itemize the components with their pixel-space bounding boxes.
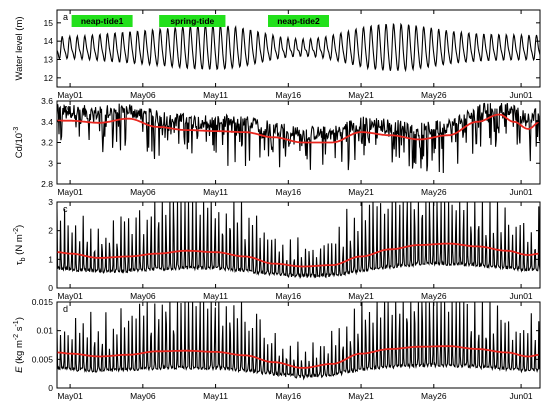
x-tick-label: May16 bbox=[276, 391, 302, 401]
data-line-black bbox=[57, 22, 540, 73]
x-tick-label: May26 bbox=[421, 187, 447, 197]
data-line-red bbox=[57, 113, 539, 144]
panel-d: 0 0.005 0.01 0.015 May01 May06 May11 May16 May21… bbox=[13, 297, 541, 401]
x-tick-label: May16 bbox=[276, 187, 302, 197]
x-tick-label: Jun01 bbox=[510, 291, 533, 301]
x-tick-label: May06 bbox=[130, 187, 156, 197]
x-tick-label: May06 bbox=[130, 90, 156, 100]
y-tick-label: 15 bbox=[44, 18, 54, 28]
axes-box bbox=[56, 201, 541, 289]
x-tick-label: May01 bbox=[57, 187, 83, 197]
panel-label: c bbox=[63, 204, 68, 214]
annotation-label: neap-tide2 bbox=[277, 16, 320, 26]
x-tick-label: Jun01 bbox=[510, 90, 533, 100]
data-line-black bbox=[57, 202, 540, 280]
y-tick-label: 3 bbox=[48, 158, 53, 168]
y-tick-label: 2 bbox=[48, 226, 53, 236]
x-tick-label: May06 bbox=[130, 291, 156, 301]
data-line-black bbox=[57, 302, 540, 381]
annotation-tag bbox=[71, 15, 133, 27]
panel-c: 0 1 2 3 May01 May06 May11 May16 May21 May26 Jun01 c… bbox=[13, 197, 541, 301]
x-tick-label: May16 bbox=[276, 291, 302, 301]
x-tick-label: May01 bbox=[57, 391, 83, 401]
y-tick-label: 3 bbox=[48, 197, 53, 207]
panel-b: 2.8 3 3.2 3.4 3.6 May01 May06 May11 May16 May21 Ma… bbox=[13, 96, 541, 197]
x-tick-label: May21 bbox=[348, 90, 374, 100]
x-tick-label: May01 bbox=[57, 90, 83, 100]
panel-label: a bbox=[63, 12, 68, 22]
x-tick-label: May11 bbox=[203, 90, 228, 100]
x-tick-label: May21 bbox=[348, 187, 374, 197]
x-tick-label: May21 bbox=[348, 391, 374, 401]
y-tick-label: 2.8 bbox=[41, 179, 53, 189]
y-tick-label: 0 bbox=[48, 383, 53, 393]
x-tick-label: May11 bbox=[203, 187, 228, 197]
axes-box bbox=[56, 9, 541, 88]
y-axis-label: Water level (m) bbox=[14, 16, 25, 80]
y-tick-label: 3.4 bbox=[41, 117, 53, 127]
annotation-tag bbox=[268, 15, 329, 27]
data-line-black bbox=[57, 102, 540, 174]
axes-box bbox=[56, 301, 541, 389]
y-tick-label: 13 bbox=[44, 55, 54, 65]
x-tick-label: Jun01 bbox=[510, 391, 533, 401]
series-group bbox=[57, 202, 540, 280]
panel-label: d bbox=[63, 304, 68, 314]
panel-label: b bbox=[63, 103, 68, 113]
panel-a: 12 13 14 15 May01 May06 May11 May16 May21 May26 Ju… bbox=[14, 9, 541, 100]
x-tick-label: May01 bbox=[57, 291, 83, 301]
y-tick-label: 0 bbox=[48, 283, 53, 293]
y-tick-label: 3.2 bbox=[41, 138, 53, 148]
y-tick-label: 3.6 bbox=[41, 96, 53, 106]
x-tick-label: May16 bbox=[276, 90, 302, 100]
y-tick-label: 14 bbox=[44, 36, 54, 46]
series-group bbox=[57, 102, 540, 174]
x-tick-label: May26 bbox=[421, 90, 447, 100]
y-axis-label: τb (N m-2) bbox=[13, 225, 27, 265]
y-tick-label: 12 bbox=[44, 73, 54, 83]
x-tick-label: May21 bbox=[348, 291, 374, 301]
data-line-red bbox=[57, 345, 539, 369]
data-line-red bbox=[57, 242, 539, 268]
y-tick-label: 0.005 bbox=[32, 354, 54, 364]
x-tick-label: May11 bbox=[203, 391, 228, 401]
x-tick-label: Jun01 bbox=[510, 187, 533, 197]
annotation-label: neap-tide1 bbox=[81, 16, 124, 26]
y-tick-label: 0.015 bbox=[32, 297, 54, 307]
y-axis-label: Cd/10-3 bbox=[13, 127, 25, 159]
series-group bbox=[57, 302, 540, 381]
y-axis-label: E (kg m-2 s-1) bbox=[13, 317, 25, 373]
y-tick-label: 0.01 bbox=[36, 326, 53, 336]
x-tick-label: May06 bbox=[130, 391, 156, 401]
annotation-label: spring-tide bbox=[170, 16, 214, 26]
y-tick-label: 1 bbox=[48, 254, 53, 264]
annotation-tag bbox=[159, 15, 226, 27]
series-group bbox=[57, 22, 540, 73]
x-tick-label: May26 bbox=[421, 391, 447, 401]
x-tick-label: May11 bbox=[203, 291, 228, 301]
x-tick-label: May26 bbox=[421, 291, 447, 301]
